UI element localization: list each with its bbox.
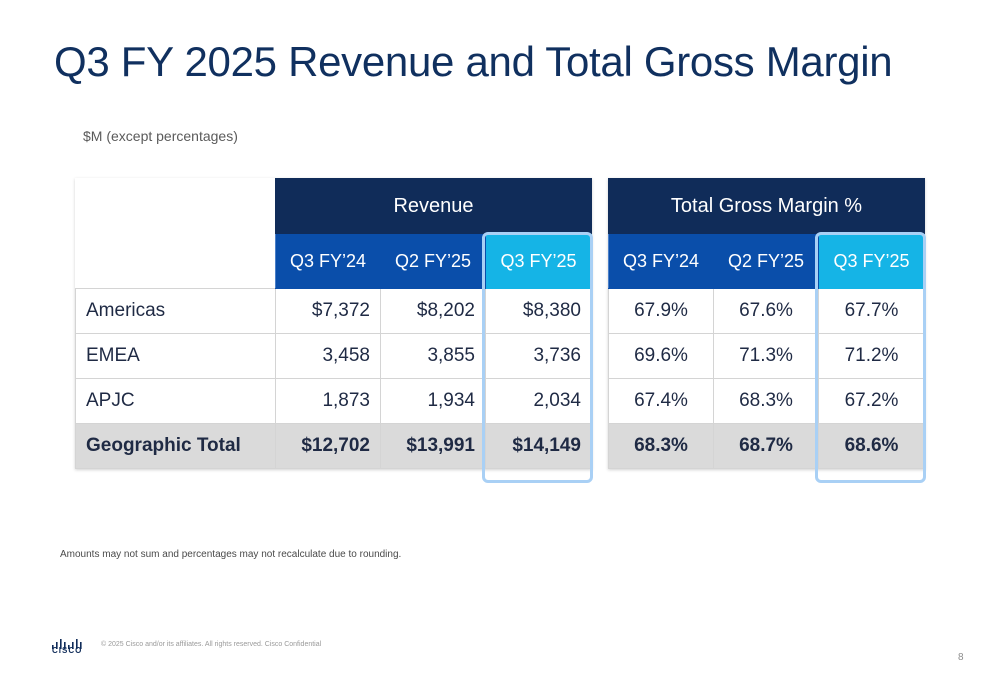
table-row: 69.6% 71.3% 71.2% (608, 333, 926, 379)
table-row: 67.4% 68.3% 67.2% (608, 378, 926, 424)
gm-cell: 71.3% (713, 333, 819, 379)
table-row: Americas $7,372 $8,202 $8,380 (75, 288, 592, 334)
revenue-col-q3fy25: Q3 FY’25 (485, 233, 592, 289)
revenue-total-cell: $13,991 (380, 423, 486, 469)
revenue-cell: $8,380 (485, 288, 592, 334)
gm-cell: 67.7% (817, 288, 926, 334)
gm-col-q3fy25: Q3 FY’25 (817, 233, 926, 289)
table-row: 67.9% 67.6% 67.7% (608, 288, 926, 334)
gm-cell: 69.6% (608, 333, 714, 379)
gross-margin-header-row: Total Gross Margin % (607, 178, 926, 234)
revenue-total-cell: $12,702 (275, 423, 381, 469)
gross-margin-table: Total Gross Margin % Q3 FY’24 Q2 FY’25 Q… (607, 178, 926, 469)
revenue-cell: $7,372 (275, 288, 381, 334)
revenue-header: Revenue (275, 178, 592, 234)
gm-total-cell: 68.7% (713, 423, 819, 469)
cisco-logo-text: CISCO (52, 646, 83, 655)
gross-margin-period-row: Q3 FY’24 Q2 FY’25 Q3 FY’25 (608, 233, 926, 289)
revenue-cell: 3,855 (380, 333, 486, 379)
row-label-apjc: APJC (75, 378, 276, 424)
gm-total-cell: 68.6% (817, 423, 926, 469)
blank-corner (76, 234, 276, 289)
row-label-americas: Americas (75, 288, 276, 334)
revenue-col-q2fy25: Q2 FY’25 (380, 233, 486, 289)
revenue-cell: 2,034 (485, 378, 592, 424)
revenue-col-q3fy24: Q3 FY’24 (275, 233, 381, 289)
blank-corner (76, 179, 276, 234)
table-row: APJC 1,873 1,934 2,034 (75, 378, 592, 424)
revenue-cell: 1,934 (380, 378, 486, 424)
cisco-logo-icon (52, 639, 82, 649)
gm-cell: 67.9% (608, 288, 714, 334)
revenue-header-row: Revenue (76, 178, 592, 234)
gm-total-cell: 68.3% (608, 423, 714, 469)
gross-margin-header: Total Gross Margin % (607, 178, 926, 234)
revenue-cell: 3,736 (485, 333, 592, 379)
row-label-geographic-total: Geographic Total (75, 423, 276, 469)
gm-cell: 67.4% (608, 378, 714, 424)
units-subtitle: $M (except percentages) (83, 128, 238, 144)
revenue-table: Revenue Q3 FY’24 Q2 FY’25 Q3 FY’25 Ameri… (75, 178, 592, 469)
revenue-cell: $8,202 (380, 288, 486, 334)
table-row: EMEA 3,458 3,855 3,736 (75, 333, 592, 379)
slide-title: Q3 FY 2025 Revenue and Total Gross Margi… (54, 38, 893, 85)
revenue-cell: 3,458 (275, 333, 381, 379)
revenue-total-cell: $14,149 (485, 423, 592, 469)
total-row: 68.3% 68.7% 68.6% (608, 423, 926, 469)
gm-cell: 67.2% (817, 378, 926, 424)
page-number: 8 (958, 652, 964, 663)
copyright-text: © 2025 Cisco and/or its affiliates. All … (101, 641, 322, 648)
gm-cell: 67.6% (713, 288, 819, 334)
rounding-footnote: Amounts may not sum and percentages may … (60, 549, 402, 560)
gm-col-q2fy25: Q2 FY’25 (713, 233, 819, 289)
gm-cell: 71.2% (817, 333, 926, 379)
row-label-emea: EMEA (75, 333, 276, 379)
gm-col-q3fy24: Q3 FY’24 (608, 233, 714, 289)
revenue-cell: 1,873 (275, 378, 381, 424)
total-row: Geographic Total $12,702 $13,991 $14,149 (75, 423, 592, 469)
gm-cell: 68.3% (713, 378, 819, 424)
revenue-period-row: Q3 FY’24 Q2 FY’25 Q3 FY’25 (76, 233, 592, 289)
